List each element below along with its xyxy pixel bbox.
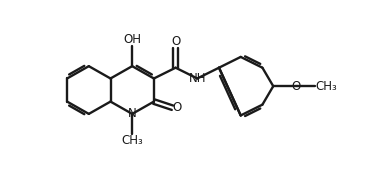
Text: N: N <box>128 107 137 120</box>
Text: O: O <box>292 80 301 93</box>
Text: O: O <box>171 35 180 48</box>
Text: OH: OH <box>123 33 141 46</box>
Text: CH₃: CH₃ <box>315 80 337 93</box>
Text: O: O <box>173 101 182 114</box>
Text: NH: NH <box>189 72 206 85</box>
Text: CH₃: CH₃ <box>121 134 143 147</box>
